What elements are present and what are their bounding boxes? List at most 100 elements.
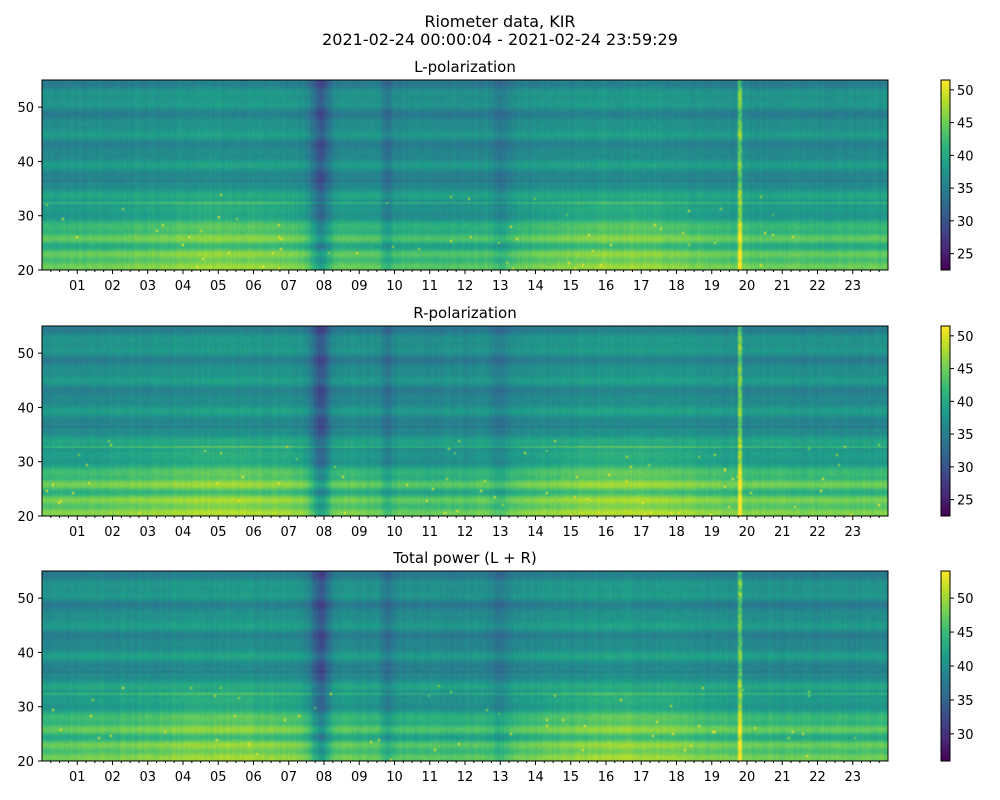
colorbar — [940, 325, 951, 517]
x-tick-label: 11 — [421, 770, 438, 785]
x-tick-label: 12 — [457, 525, 474, 540]
colorbar-tick-label: 50 — [957, 330, 974, 345]
x-tick-label: 05 — [210, 770, 227, 785]
panel-3: Total power (L + R) 01 02 03 04 05 06 07 08 09 10 1… — [17, 549, 973, 785]
x-tick-label: 23 — [844, 279, 861, 294]
x-tick-label: 13 — [492, 525, 509, 540]
y-tick-label: 20 — [17, 755, 34, 770]
colorbar-tick-label: 30 — [957, 461, 974, 476]
colorbar-tick-label: 50 — [957, 84, 974, 99]
x-tick-label: 04 — [175, 770, 192, 785]
colorbar-tick-label: 30 — [957, 215, 974, 230]
x-tick-label: 17 — [633, 770, 650, 785]
y-tick-label: 50 — [17, 592, 34, 607]
x-tick-label: 02 — [104, 770, 121, 785]
x-tick-label: 23 — [844, 770, 861, 785]
x-tick-label: 13 — [492, 279, 509, 294]
colorbar-tick-label: 40 — [957, 395, 974, 410]
x-tick-label: 03 — [139, 279, 156, 294]
x-tick-label: 18 — [668, 525, 685, 540]
x-tick-label: 22 — [809, 770, 826, 785]
x-tick-label: 20 — [739, 279, 756, 294]
y-tick-label: 40 — [17, 401, 34, 416]
x-tick-label: 11 — [421, 279, 438, 294]
x-tick-label: 04 — [175, 525, 192, 540]
y-tick-label: 20 — [17, 264, 34, 279]
x-tick-label: 10 — [386, 525, 403, 540]
panel-title: L-polarization — [414, 58, 516, 76]
colorbar-tick-label: 35 — [957, 694, 974, 709]
x-tick-label: 06 — [245, 770, 262, 785]
x-tick-label: 08 — [316, 525, 333, 540]
colorbar-tick-label: 25 — [957, 248, 974, 263]
y-tick-label: 50 — [17, 101, 34, 116]
x-tick-label: 02 — [104, 525, 121, 540]
x-tick-label: 08 — [316, 770, 333, 785]
x-tick-label: 19 — [703, 770, 720, 785]
x-tick-label: 04 — [175, 279, 192, 294]
x-tick-label: 07 — [280, 279, 297, 294]
x-tick-label: 16 — [598, 279, 615, 294]
x-tick-label: 10 — [386, 279, 403, 294]
x-tick-label: 16 — [598, 770, 615, 785]
panel-1: L-polarization 01 02 03 04 05 06 07 08 09 10 11 12 13… — [17, 58, 973, 294]
y-tick-label: 40 — [17, 646, 34, 661]
y-tick-label: 30 — [17, 456, 34, 471]
x-tick-label: 06 — [245, 525, 262, 540]
x-tick-label: 09 — [351, 279, 368, 294]
panels: L-polarization 01 02 03 04 05 06 07 08 09 10 11 12 13… — [17, 58, 973, 785]
colorbar-tick-label: 25 — [957, 494, 974, 509]
colorbar-tick-label: 45 — [957, 626, 974, 641]
x-tick-label: 02 — [104, 279, 121, 294]
x-tick-label: 15 — [562, 279, 579, 294]
x-tick-label: 07 — [280, 770, 297, 785]
x-tick-label: 22 — [809, 525, 826, 540]
x-tick-label: 01 — [69, 279, 86, 294]
x-tick-label: 17 — [633, 525, 650, 540]
colorbar-tick-label: 35 — [957, 182, 974, 197]
x-tick-label: 03 — [139, 770, 156, 785]
x-tick-label: 08 — [316, 279, 333, 294]
x-tick-label: 22 — [809, 279, 826, 294]
x-tick-label: 13 — [492, 770, 509, 785]
colorbar-tick-label: 45 — [957, 363, 974, 378]
colorbar-tick-label: 30 — [957, 728, 974, 743]
x-tick-label: 20 — [739, 770, 756, 785]
x-tick-label: 14 — [527, 525, 544, 540]
panel-2: R-polarization 01 02 03 04 05 06 07 08 09 10 11 12 13… — [17, 304, 973, 540]
colorbar — [940, 79, 951, 271]
y-tick-label: 20 — [17, 510, 34, 525]
y-tick-label: 30 — [17, 701, 34, 716]
heatmap-image — [42, 571, 888, 761]
colorbar-tick-label: 45 — [957, 117, 974, 132]
heatmap-image — [42, 326, 888, 516]
x-tick-label: 20 — [739, 525, 756, 540]
x-tick-label: 21 — [774, 279, 791, 294]
x-tick-label: 18 — [668, 279, 685, 294]
x-tick-label: 16 — [598, 525, 615, 540]
x-tick-label: 12 — [457, 279, 474, 294]
colorbar-tick-label: 35 — [957, 428, 974, 443]
panel-title: R-polarization — [413, 304, 516, 322]
x-tick-label: 03 — [139, 525, 156, 540]
x-tick-label: 06 — [245, 279, 262, 294]
x-tick-label: 19 — [703, 525, 720, 540]
x-tick-label: 19 — [703, 279, 720, 294]
y-tick-label: 50 — [17, 347, 34, 362]
panel-title: Total power (L + R) — [392, 549, 537, 567]
colorbar-tick-label: 40 — [957, 149, 974, 164]
y-tick-label: 30 — [17, 210, 34, 225]
x-tick-label: 23 — [844, 525, 861, 540]
colorbar-tick-label: 50 — [957, 592, 974, 607]
x-tick-label: 11 — [421, 525, 438, 540]
x-tick-label: 10 — [386, 770, 403, 785]
x-tick-label: 05 — [210, 279, 227, 294]
figure-subtitle: 2021-02-24 00:00:04 - 2021-02-24 23:59:2… — [322, 30, 678, 49]
x-tick-label: 07 — [280, 525, 297, 540]
x-tick-label: 14 — [527, 770, 544, 785]
x-tick-label: 17 — [633, 279, 650, 294]
x-tick-label: 05 — [210, 525, 227, 540]
figure-title: Riometer data, KIR — [424, 12, 575, 31]
colorbar-tick-label: 40 — [957, 660, 974, 675]
x-tick-label: 18 — [668, 770, 685, 785]
